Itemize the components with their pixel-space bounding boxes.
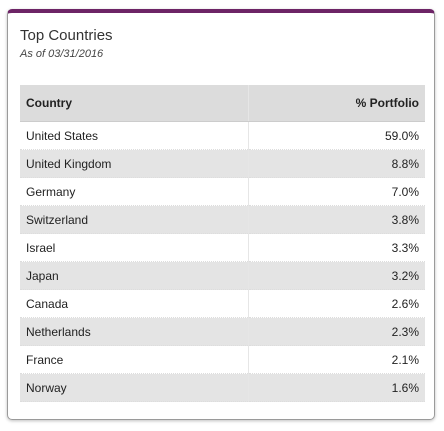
- table-row: Switzerland 3.8%: [20, 205, 425, 234]
- country-cell: Israel: [20, 233, 249, 262]
- percent-cell: 59.0%: [247, 121, 425, 150]
- table-row: Germany 7.0%: [20, 177, 425, 206]
- country-cell: Norway: [20, 373, 249, 402]
- subtitle: As of 03/31/2016: [20, 48, 104, 60]
- percent-cell: 3.3%: [247, 233, 425, 262]
- card: Top Countries As of 03/31/2016 Country% …: [7, 9, 435, 420]
- percent-cell: 2.1%: [247, 345, 425, 374]
- table-row: United Kingdom 8.8%: [20, 149, 425, 178]
- title: Top Countries: [20, 27, 113, 44]
- header-row: Country% Portfolio: [20, 85, 425, 122]
- percent-cell: 2.6%: [247, 289, 425, 318]
- column-header: Country: [20, 85, 249, 122]
- country-cell: Canada: [20, 289, 249, 318]
- country-cell: United States: [20, 121, 249, 150]
- percent-cell: 3.8%: [247, 205, 425, 234]
- country-cell: United Kingdom: [20, 149, 249, 178]
- table-row: United States 59.0%: [20, 121, 425, 150]
- percent-cell: 1.6%: [247, 373, 425, 402]
- table-row: France 2.1%: [20, 345, 425, 374]
- table-row: Canada 2.6%: [20, 289, 425, 318]
- table-row: Japan 3.2%: [20, 261, 425, 290]
- table-row: Netherlands 2.3%: [20, 317, 425, 346]
- table-row: Norway 1.6%: [20, 373, 425, 402]
- table-body: United States 59.0% United Kingdom 8.8% Germ…: [20, 121, 425, 402]
- country-cell: Japan: [20, 261, 249, 290]
- holdings-table: Country% Portfolio United States 59.0% Uni…: [20, 85, 425, 402]
- country-cell: Switzerland: [20, 205, 249, 234]
- country-cell: France: [20, 345, 249, 374]
- percent-cell: 2.3%: [247, 317, 425, 346]
- percent-cell: 7.0%: [247, 177, 425, 206]
- percent-cell: 8.8%: [247, 149, 425, 178]
- table-head: Country% Portfolio: [20, 85, 425, 122]
- percent-cell: 3.2%: [247, 261, 425, 290]
- table-row: Israel 3.3%: [20, 233, 425, 262]
- country-cell: Germany: [20, 177, 249, 206]
- country-cell: Netherlands: [20, 317, 249, 346]
- column-header: % Portfolio: [247, 85, 425, 122]
